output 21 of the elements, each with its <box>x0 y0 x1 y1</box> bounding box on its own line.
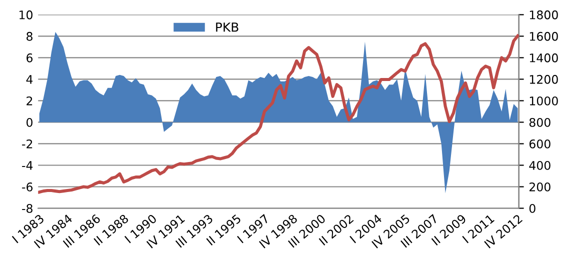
y-tick-label: 10 <box>20 10 32 20</box>
y2-tick-label: 1000 <box>530 96 558 106</box>
y-tick-label: 4 <box>26 75 33 84</box>
y-tick-label: -2 <box>22 139 32 148</box>
y2-tick-label: 400 <box>529 160 550 170</box>
legend-label: PKB <box>216 22 238 32</box>
y-tick-label: -4 <box>22 161 33 170</box>
y2-tick-label: 1400 <box>530 53 558 62</box>
y-tick-label: 6 <box>26 53 33 62</box>
y2-tick-label: 1200 <box>530 74 558 84</box>
y2-tick-label: 1800 <box>530 10 558 20</box>
y-tick-label: -6 <box>22 182 33 192</box>
y2-tick-label: 600 <box>529 139 550 148</box>
y-tick-label: 8 <box>26 32 32 41</box>
y2-tick-label: 0 <box>529 204 536 213</box>
y-tick-label: 2 <box>26 96 32 106</box>
y2-tick-label: 1600 <box>530 32 558 41</box>
y2-tick-label: 200 <box>530 182 550 192</box>
y-tick-label: 0 <box>26 118 32 127</box>
y2-tick-label: 800 <box>529 118 550 127</box>
y-tick-label: -8 <box>22 204 32 213</box>
